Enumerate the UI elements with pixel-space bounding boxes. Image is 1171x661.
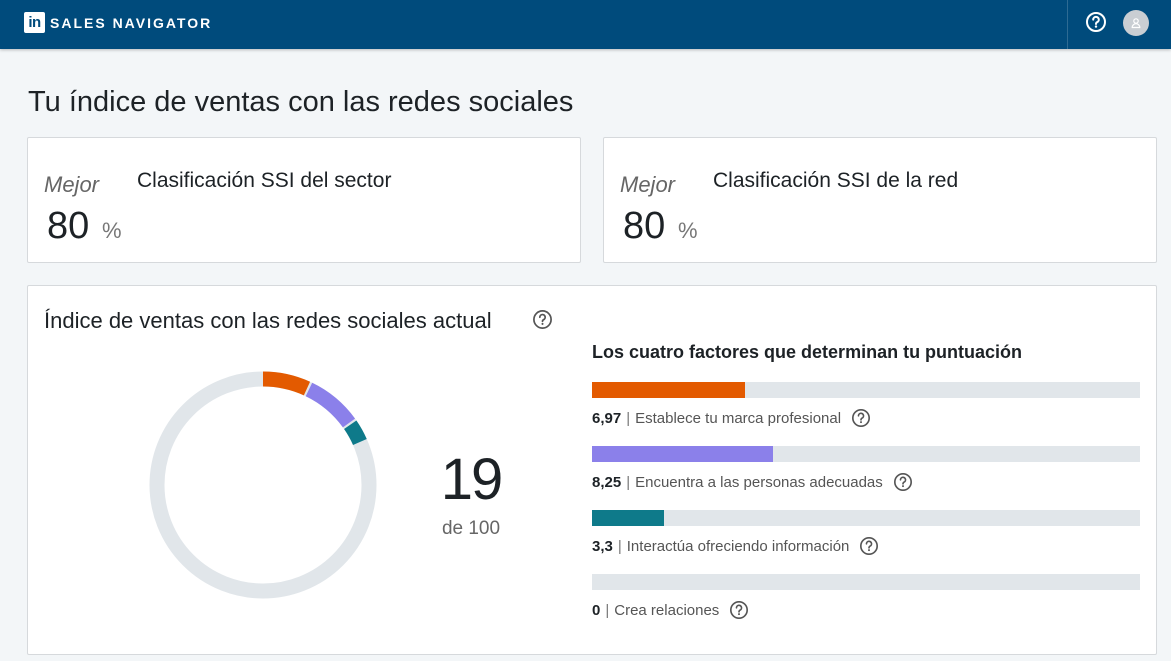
factor-value: 6,97 [592,409,622,427]
question-circle-icon [1086,12,1106,32]
donut-segment [305,382,356,428]
rank-title: Clasificación SSI de la red [713,169,959,192]
question-circle-icon[interactable] [893,472,913,492]
donut-segment [262,371,311,396]
rank-title: Clasificación SSI del sector [137,169,392,192]
user-avatar[interactable] [1123,10,1149,36]
help-button[interactable] [1085,11,1107,33]
question-circle-icon[interactable] [851,408,871,428]
question-circle-icon[interactable] [729,600,749,620]
current-ssi-card: Índice de ventas con las redes sociales … [27,285,1157,655]
factor-bar-fill [592,382,745,398]
factor-bar-track [592,446,1140,462]
factor-row: 6,97 | Establece tu marca profesional [592,408,871,428]
factor-label: Crea relaciones [614,601,720,619]
factor-separator: | [605,601,610,619]
top-navigation-bar: in SALES NAVIGATOR [0,0,1171,49]
factor-row: 3,3 | Interactúa ofreciendo información [592,536,879,556]
donut-segment [343,420,367,446]
factor-bar-fill [592,446,773,462]
factor-value: 0 [592,601,601,619]
rank-unit: % [678,218,698,243]
ssi-score-value: 19 [440,447,504,512]
factor-bar-track [592,382,1140,398]
factor-label: Interactúa ofreciendo información [626,537,850,555]
page-title: Tu índice de ventas con las redes social… [28,86,574,118]
factor-label: Encuentra a las personas adecuadas [635,473,883,491]
brand-name: SALES NAVIGATOR [50,14,213,31]
rank-label: Mejor [44,172,100,197]
factor-row: 8,25 | Encuentra a las personas adecuada… [592,472,913,492]
question-circle-icon[interactable] [859,536,879,556]
rank-value: 80 [623,205,666,247]
rank-label: Mejor [620,172,676,197]
linkedin-logo-icon: in [24,12,45,33]
user-avatar-icon [1131,18,1141,29]
question-circle-icon[interactable] [532,309,553,330]
factor-bar-fill [592,510,665,526]
ssi-score-max: de 100 [441,518,501,539]
factor-separator: | [626,409,631,427]
factor-value: 3,3 [592,537,613,555]
factors-title: Los cuatro factores que determinan tu pu… [592,342,1023,362]
ssi-score-donut [149,371,377,599]
factor-bar-track [592,574,1140,590]
ssi-section-title: Índice de ventas con las redes sociales … [44,308,492,333]
network-ssi-rank-card: Mejor Clasificación SSI de la red 80 % [603,137,1157,263]
topbar-divider [1067,0,1068,49]
factor-value: 8,25 [592,473,622,491]
factor-label: Establece tu marca profesional [635,409,842,427]
factor-row: 0 | Crea relaciones [592,600,749,620]
sales-navigator-logo[interactable]: in SALES NAVIGATOR [24,12,212,33]
rank-value: 80 [47,205,90,247]
industry-ssi-rank-card: Mejor Clasificación SSI del sector 80 % [27,137,581,263]
factor-separator: | [617,537,622,555]
factor-bar-track [592,510,1140,526]
rank-unit: % [102,218,122,243]
factor-separator: | [626,473,631,491]
